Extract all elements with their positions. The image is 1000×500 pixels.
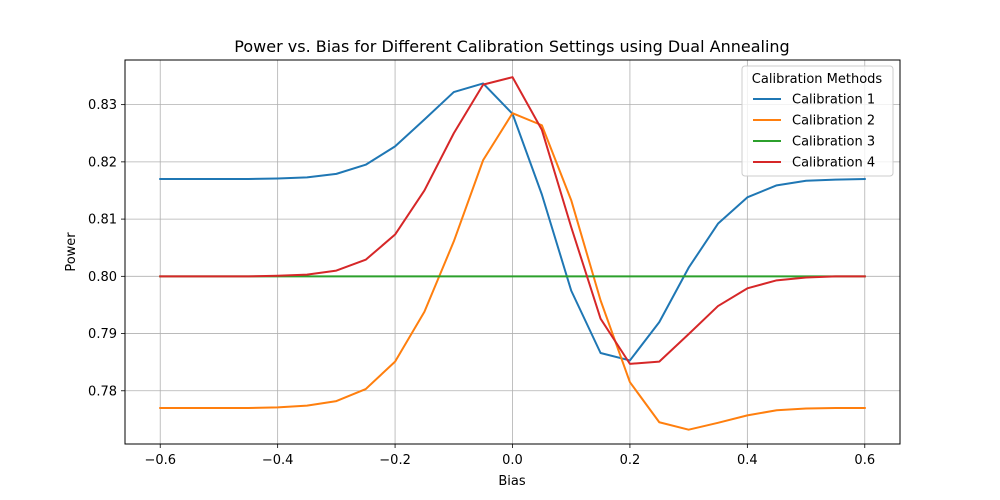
y-axis: 0.78 0.79 0.80 0.81 0.82 0.83 (88, 98, 125, 399)
x-tick-label: 0.0 (502, 453, 523, 468)
x-tick-label: −0.2 (379, 453, 411, 468)
y-tick-label: 0.78 (88, 384, 117, 399)
x-tick-label: 0.2 (620, 453, 641, 468)
y-tick-label: 0.81 (88, 213, 117, 228)
x-tick-label: 0.6 (854, 453, 875, 468)
legend-label-calibration-3: Calibration 3 (792, 135, 875, 150)
y-tick-label: 0.83 (88, 98, 117, 113)
legend-box (741, 65, 894, 177)
chart-title: Power vs. Bias for Different Calibration… (234, 37, 789, 56)
series-line-calibration-2 (159, 112, 866, 431)
series-line-calibration-4 (159, 76, 866, 365)
x-tick-label: −0.4 (262, 453, 294, 468)
legend-label-calibration-4: Calibration 4 (792, 156, 875, 171)
x-axis-label: Bias (498, 474, 525, 489)
x-axis: −0.6 −0.4 −0.2 0.0 0.2 0.4 0.6 (144, 444, 875, 468)
y-axis-label: Power (64, 232, 79, 272)
x-tick-label: 0.4 (737, 453, 758, 468)
legend: Calibration Methods Calibration 1Calibra… (741, 65, 894, 177)
x-tick-label: −0.6 (144, 453, 176, 468)
legend-label-calibration-1: Calibration 1 (792, 93, 875, 108)
y-tick-label: 0.82 (88, 155, 117, 170)
y-tick-label: 0.79 (88, 327, 117, 342)
y-tick-label: 0.80 (88, 270, 117, 285)
legend-label-calibration-2: Calibration 2 (792, 114, 875, 129)
legend-items: Calibration 1 Calibration 2 Calibration 3 C… (753, 93, 875, 171)
legend-title: Calibration Methods (752, 72, 883, 87)
series-layer (159, 76, 866, 431)
